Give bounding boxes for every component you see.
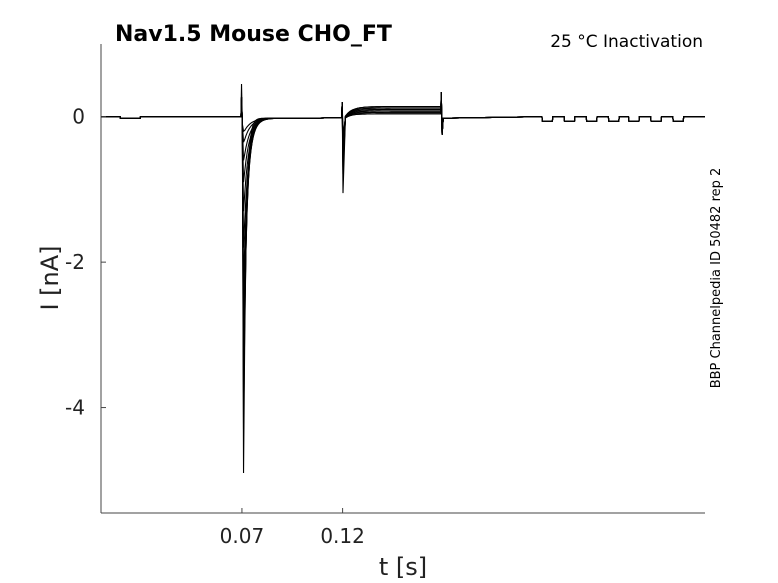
y-ticks: 0 -2 -4 [65, 105, 106, 420]
y-tick-label: -2 [65, 250, 85, 274]
y-axis-label: I [nA] [36, 245, 64, 310]
current-traces [101, 83, 705, 474]
channelpedia-id-label: BBP Channelpedia ID 50482 rep 2 [709, 168, 724, 389]
current-trace [101, 92, 705, 167]
current-trace [101, 92, 705, 321]
current-trace [101, 92, 705, 212]
y-tick-label: 0 [72, 105, 85, 129]
x-tick-label: 0.12 [320, 524, 365, 548]
current-trace [101, 92, 705, 171]
current-trace [101, 92, 705, 357]
current-trace [101, 92, 705, 394]
current-trace [101, 92, 705, 183]
chart-subtitle: 25 °C Inactivation [550, 32, 703, 52]
current-trace [101, 83, 705, 474]
current-trace [101, 92, 705, 430]
current-trace [101, 92, 705, 174]
y-tick-label: -4 [65, 396, 85, 420]
chart-title: Nav1.5 Mouse CHO_FT [115, 22, 392, 47]
x-tick-label: 0.07 [220, 524, 265, 548]
current-trace [101, 92, 705, 248]
x-axis-label: t [s] [379, 553, 427, 581]
x-ticks: 0.07 0.12 [220, 508, 365, 548]
